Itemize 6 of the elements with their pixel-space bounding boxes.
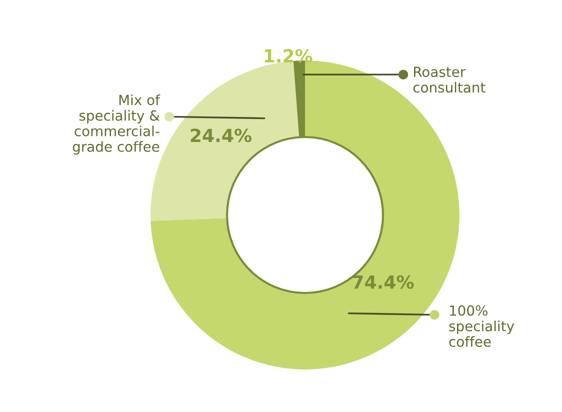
legend-label: 100% speciality coffee (449, 305, 514, 347)
data-label: 1.2% (264, 49, 312, 63)
slice-label: Roaster consultant (413, 66, 486, 93)
data-label: 74.4% (352, 275, 414, 289)
slice-label: Mix of speciality & commercial- grade coffee (72, 94, 160, 155)
data-label: 24.4% (190, 128, 252, 142)
